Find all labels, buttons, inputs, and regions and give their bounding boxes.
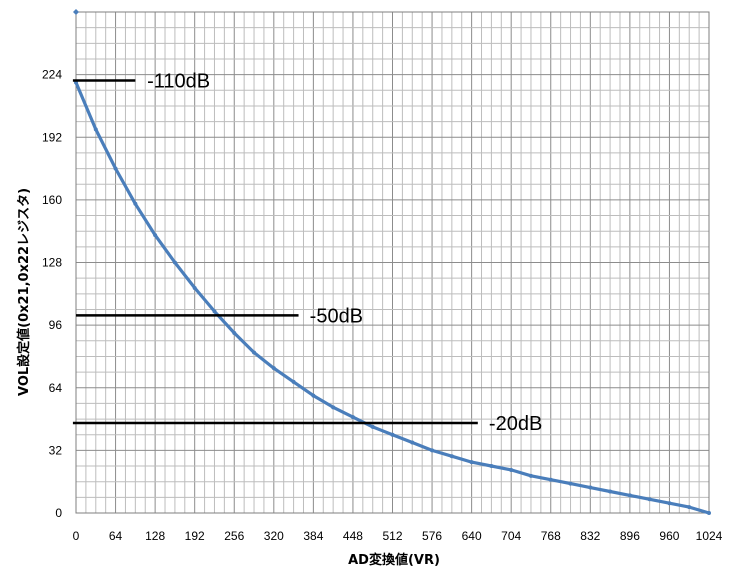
- data-point: [528, 473, 533, 478]
- y-tick-label: 128: [42, 256, 62, 270]
- x-tick-label: 0: [73, 529, 80, 543]
- x-tick-label: 448: [343, 529, 363, 543]
- y-tick-label: 224: [42, 68, 62, 82]
- y-tick-label: 96: [49, 318, 63, 332]
- x-tick-label: 768: [541, 529, 561, 543]
- x-tick-label: 960: [659, 529, 679, 543]
- data-point: [647, 497, 652, 502]
- data-point: [410, 440, 415, 445]
- data-point: [469, 460, 474, 465]
- grid: [75, 11, 710, 514]
- x-tick-label: 832: [580, 529, 600, 543]
- data-point: [232, 330, 237, 335]
- data-point: [311, 393, 316, 398]
- data-point: [687, 505, 692, 510]
- x-tick-label: 320: [264, 529, 284, 543]
- data-point: [350, 415, 355, 420]
- data-point: [667, 501, 672, 506]
- y-tick-label: 160: [42, 193, 62, 207]
- y-tick-label: 32: [49, 443, 63, 457]
- data-point: [113, 166, 118, 171]
- data-point: [93, 127, 98, 132]
- annotation-label: -20dB: [489, 413, 542, 435]
- x-tick-label: 128: [145, 529, 165, 543]
- data-point: [568, 481, 573, 486]
- data-point: [509, 467, 514, 472]
- y-tick-label: 0: [55, 506, 62, 520]
- data-point: [430, 448, 435, 453]
- data-point: [291, 379, 296, 384]
- plot-border: [75, 11, 710, 514]
- x-tick-label: 704: [501, 529, 521, 543]
- x-tick-label: 576: [422, 529, 442, 543]
- data-point: [331, 405, 336, 410]
- data-point: [489, 464, 494, 469]
- data-point: [627, 493, 632, 498]
- tick-labels: 0 64 128 192 256 320 384 448 512 576 640 704 768 832 8…: [42, 68, 723, 543]
- data-point: [588, 485, 593, 490]
- data-point: [548, 477, 553, 482]
- data-point: [212, 309, 217, 314]
- x-tick-label: 512: [382, 529, 402, 543]
- y-tick-label: 192: [42, 130, 62, 144]
- data-point: [271, 366, 276, 371]
- data-point: [172, 260, 177, 265]
- x-tick-label: 384: [303, 529, 323, 543]
- data-point: [192, 285, 197, 290]
- data-point: [133, 201, 138, 206]
- data-point: [390, 432, 395, 437]
- data-point: [449, 454, 454, 459]
- data-point: [370, 424, 375, 429]
- data-point: [153, 233, 158, 238]
- x-tick-label: 640: [462, 529, 482, 543]
- x-tick-label: 256: [224, 529, 244, 543]
- annotation-label: -110dB: [147, 70, 210, 92]
- data-point: [608, 489, 613, 494]
- x-tick-label: 896: [620, 529, 640, 543]
- y-axis-title: VOL設定値(0x21,0x22レジスタ): [16, 188, 32, 396]
- data-point: [707, 511, 711, 515]
- x-axis-title: AD変換値(VR): [348, 552, 440, 568]
- x-tick-label: 1024: [696, 529, 723, 543]
- annotation-label: -50dB: [310, 305, 363, 327]
- outlier-point: [73, 9, 79, 15]
- y-tick-label: 64: [49, 381, 63, 395]
- data-point: [252, 350, 257, 355]
- series-layer: [73, 9, 711, 515]
- x-tick-label: 192: [185, 529, 205, 543]
- annotations: -110dB -50dB -20dB: [72, 70, 542, 435]
- x-tick-label: 64: [109, 529, 123, 543]
